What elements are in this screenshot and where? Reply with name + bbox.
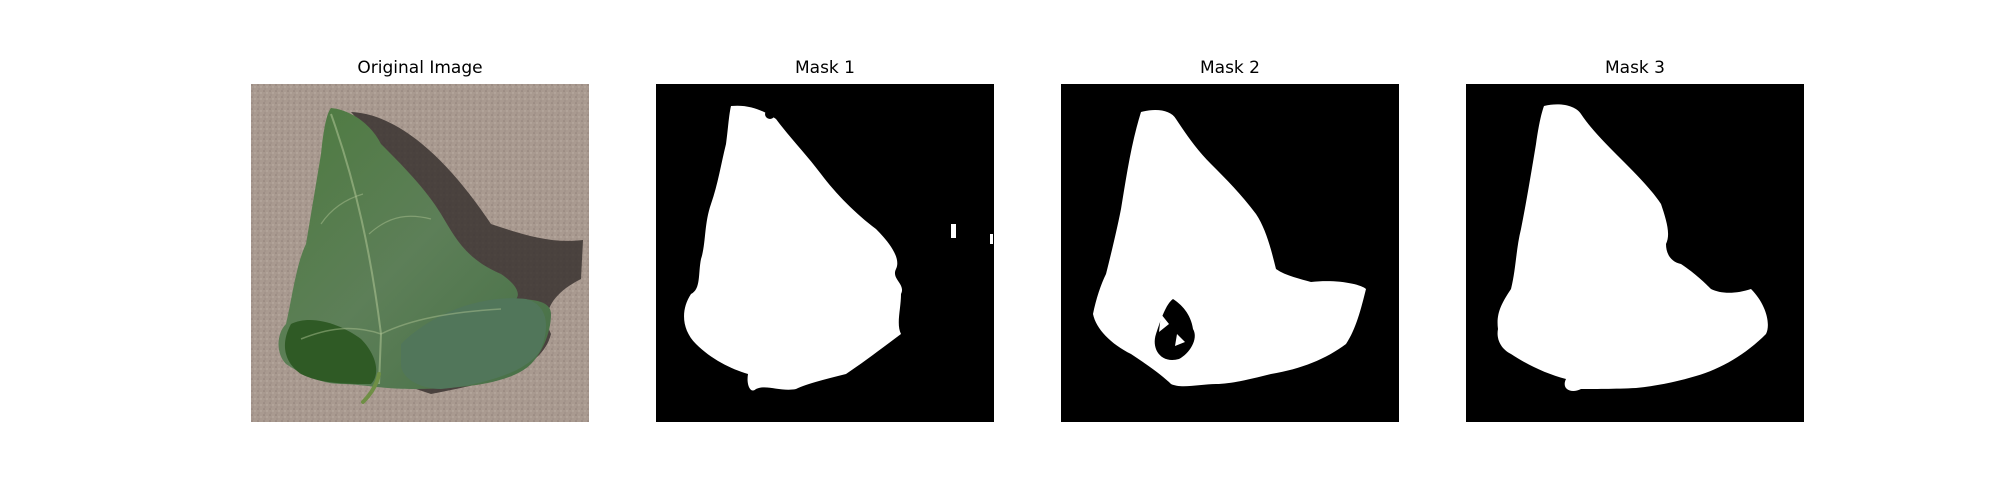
panel-title-mask-3: Mask 3: [1604, 58, 1665, 78]
original-leaf-photo: [251, 84, 589, 422]
panel-title-mask-2: Mask 2: [1199, 58, 1260, 78]
mask-3-image: [1466, 84, 1804, 422]
mask-1-image: [656, 84, 994, 422]
panel-title-mask-1: Mask 1: [794, 58, 855, 78]
mask-2-image: [1061, 84, 1399, 422]
panel-title-original: Original Image: [357, 58, 483, 78]
